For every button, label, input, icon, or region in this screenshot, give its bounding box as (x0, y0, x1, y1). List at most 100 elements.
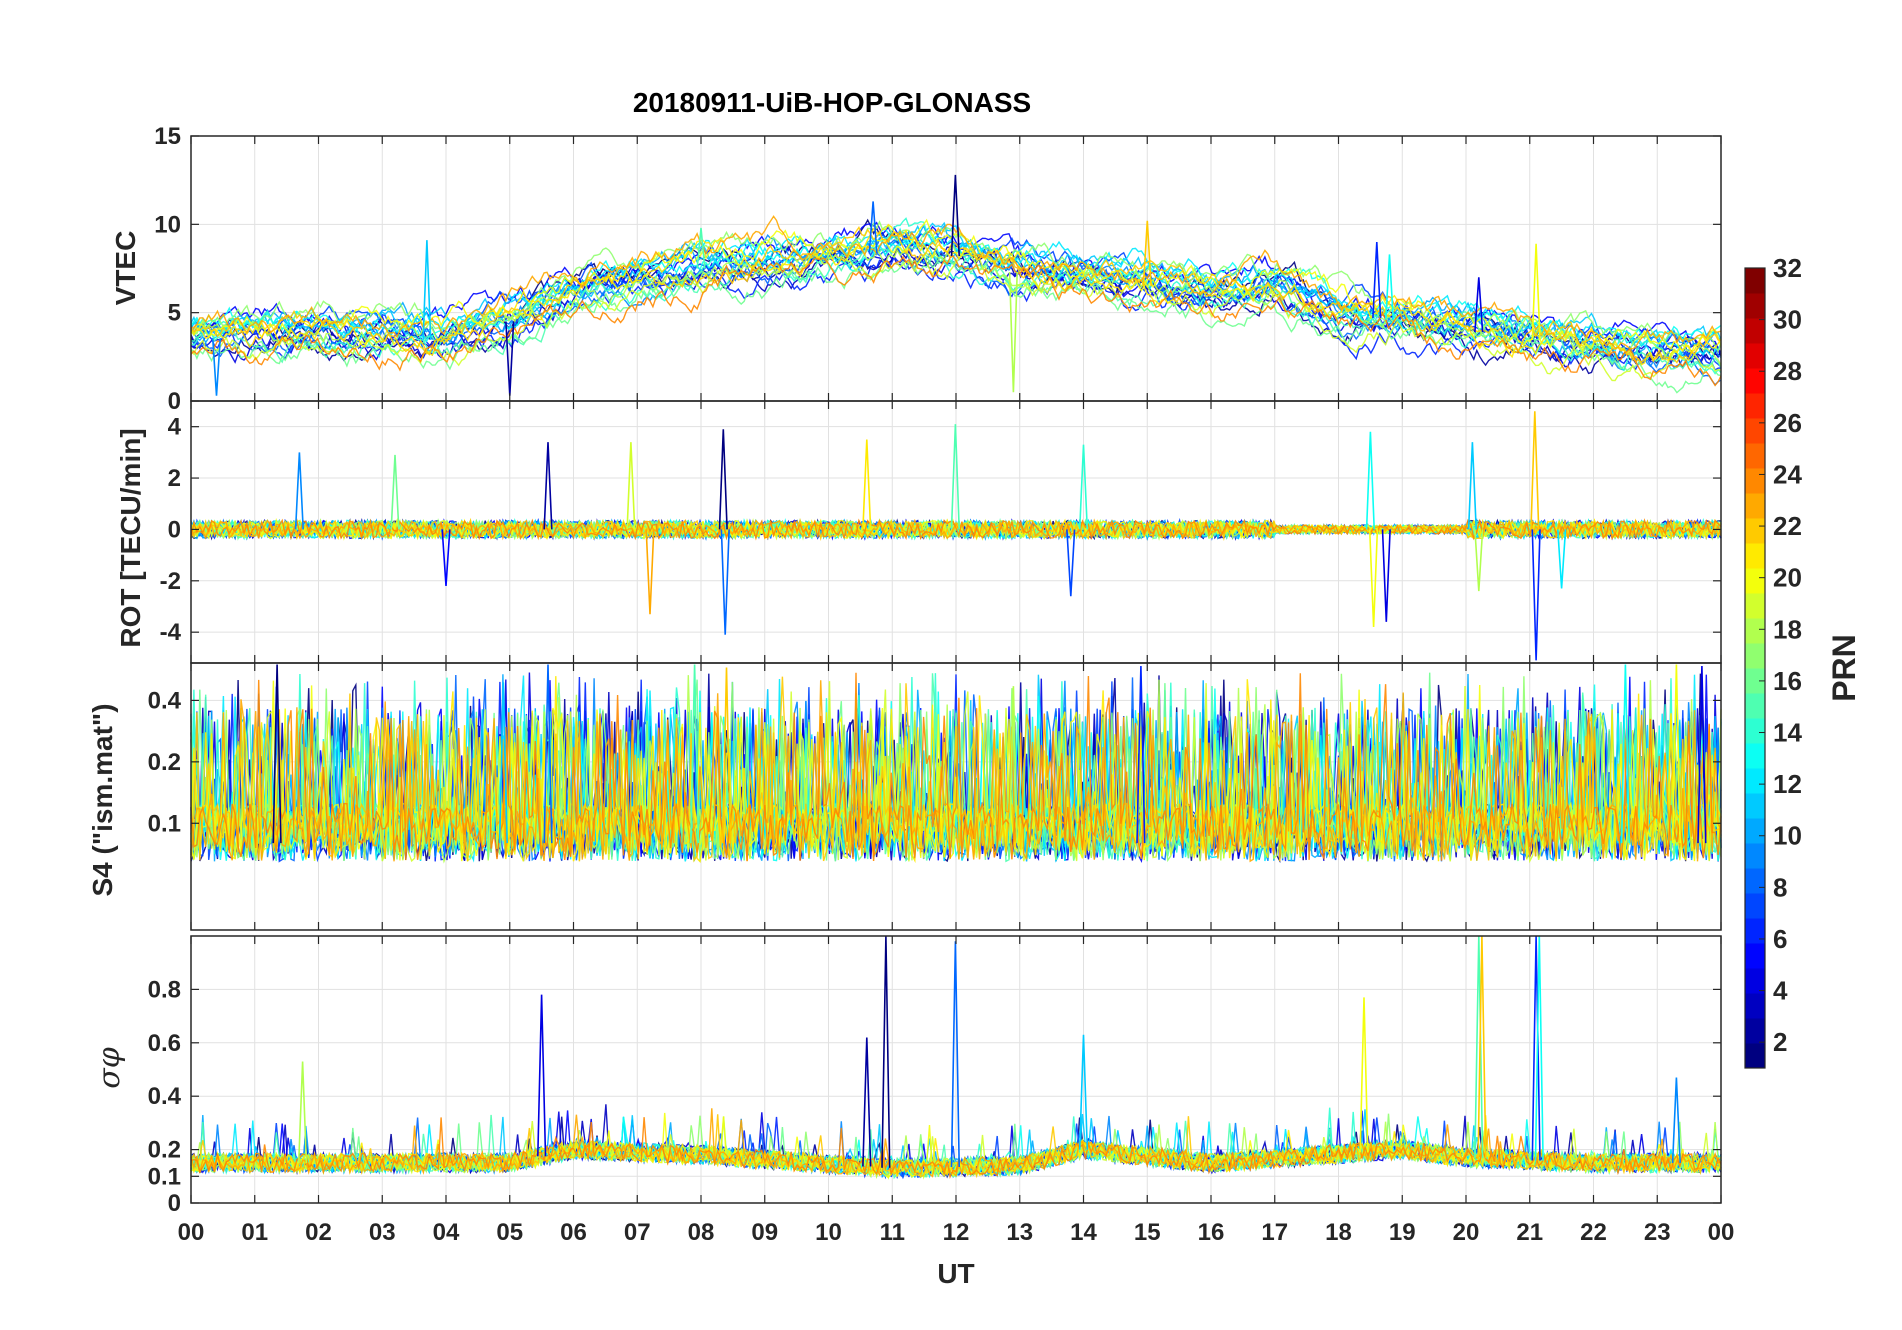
rot-ytick-label: -2 (160, 568, 181, 595)
sigma-ylabel: σφ (92, 1047, 127, 1088)
rot-spike (1078, 444, 1089, 530)
x-tick-label: 07 (624, 1219, 651, 1246)
colorbar-band (1745, 893, 1765, 919)
colorbar-tick-label: 28 (1773, 356, 1802, 386)
rot-spike (1531, 529, 1541, 661)
rot-y-ticks: -4 -2 0 2 4 (160, 414, 1721, 646)
s4-ylabel: S4 ("ism.mat") (87, 703, 118, 896)
x-tick-label: 00 (1708, 1219, 1735, 1246)
colorbar-band (1745, 593, 1765, 619)
colorbar-band (1745, 518, 1765, 544)
vtec-spike (1008, 271, 1018, 393)
vtec-ytick-label: 15 (154, 123, 181, 150)
colorbar-band (1745, 468, 1765, 494)
sigma-y-ticks: 00.10.2 0.4 0.6 0.8 (148, 976, 1721, 1217)
x-tick-label: 15 (1134, 1219, 1161, 1246)
colorbar-band (1745, 693, 1765, 719)
rot-spike (1381, 529, 1391, 622)
s4-series (190, 664, 1722, 864)
s4-series-prn-24 (190, 672, 1722, 862)
colorbar-band (1745, 793, 1765, 819)
sigma-spike (1078, 1034, 1089, 1150)
colorbar-band (1745, 918, 1765, 944)
s4-spike (1136, 665, 1146, 844)
rot-x-ticks (190, 401, 1722, 663)
colorbar-tick-label: 18 (1773, 614, 1802, 644)
colorbar-band (1745, 543, 1765, 569)
rot-spike (720, 529, 730, 635)
vtec-spike (1142, 220, 1152, 287)
chart-title: 20180911-UiB-HOP-GLONASS (633, 87, 1031, 118)
colorbar-tick-label: 22 (1773, 511, 1802, 541)
colorbar-band (1745, 643, 1765, 669)
vtec-series-prn-11 (190, 221, 1722, 349)
s4-spike (543, 664, 553, 844)
colorbar-band (1745, 718, 1765, 744)
vtec-spike (1474, 277, 1484, 333)
s4-spike (1671, 664, 1681, 844)
colorbar-label: PRN (1826, 634, 1862, 702)
sigma-x-ticks (190, 936, 1722, 1203)
x-tick-label: 11 (880, 1219, 905, 1246)
sigma-series-prn-23 (190, 1108, 1722, 1178)
sigma-ytick-label: 0.6 (148, 1030, 181, 1057)
sigma-spike (1359, 997, 1369, 1153)
sigma-ytick-label: 0.1 (148, 1163, 181, 1190)
s4-spike (272, 664, 282, 844)
s4-spike (498, 682, 508, 844)
rot-spike (1066, 529, 1076, 597)
vtec-spike (868, 201, 878, 254)
sigma-series (190, 935, 1722, 1180)
rot-spike (1368, 529, 1379, 628)
colorbar-band (1745, 443, 1765, 469)
colorbar-band (1745, 618, 1765, 644)
x-tick-label: 16 (1198, 1219, 1225, 1246)
rot-spike (390, 454, 400, 530)
colorbar-tick-label: 24 (1773, 459, 1802, 489)
colorbar-band (1745, 1043, 1765, 1069)
rot-spike (950, 424, 960, 530)
vtec-series-prn-24 (190, 254, 1722, 387)
sigma-series-prn-24 (190, 1117, 1722, 1179)
vtec-spike (211, 338, 222, 396)
colorbar-band (1745, 268, 1765, 294)
vtec-spike (950, 174, 960, 257)
vtec-ytick-label: 0 (168, 388, 181, 415)
colorbar-tick-label: 12 (1773, 769, 1802, 799)
vtec-series-prn-20 (190, 218, 1722, 355)
s4-spike (1620, 664, 1630, 844)
rot-spike (543, 442, 553, 530)
colorbar-band (1745, 368, 1765, 394)
colorbar-tick-label: 30 (1773, 305, 1802, 335)
rot-spike (862, 439, 872, 530)
x-tick-label: 01 (241, 1219, 268, 1246)
x-axis-label: UT (937, 1258, 974, 1289)
colorbar-band (1745, 843, 1765, 869)
colorbar-tick-label: 6 (1773, 924, 1787, 954)
rot-ytick-label: 4 (168, 414, 182, 441)
sigma-spike (1671, 1077, 1681, 1164)
colorbar-band (1745, 868, 1765, 894)
colorbar-band (1745, 818, 1765, 844)
vtec-panel: 0 5 10 15 VTEC (110, 123, 1722, 415)
s4-x-ticks (190, 663, 1722, 930)
sigma-spike (537, 994, 547, 1157)
colorbar-tick-label: 8 (1773, 872, 1787, 902)
vtec-series-prn-23 (190, 215, 1722, 350)
rot-spike (1557, 529, 1567, 589)
rot-ylabel: ROT [TECU/min] (115, 428, 146, 647)
vtec-ylabel: VTEC (110, 231, 141, 306)
s4-panel: 0.1 0.2 0.4 S4 ("ism.mat") (87, 662, 1722, 931)
rot-spike (294, 452, 304, 530)
colorbar-tick-label: 14 (1773, 718, 1802, 748)
x-tick-label: 21 (1516, 1219, 1543, 1246)
x-tick-label: 04 (433, 1219, 460, 1246)
vtec-series-prn-14 (190, 217, 1722, 375)
x-tick-label: 20 (1453, 1219, 1480, 1246)
sigma-spike (862, 1037, 872, 1167)
s4-y-ticks: 0.1 0.2 0.4 (148, 687, 1721, 837)
